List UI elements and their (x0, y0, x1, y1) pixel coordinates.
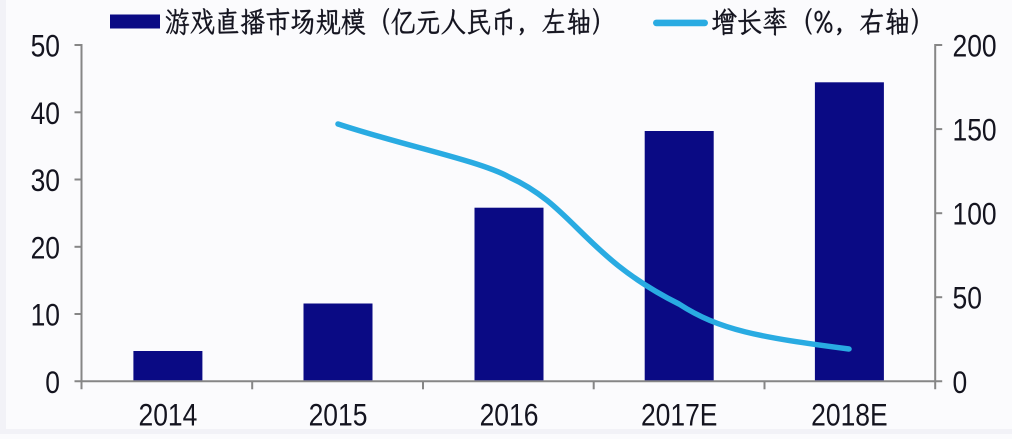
svg-text:2014: 2014 (138, 398, 197, 433)
svg-text:150: 150 (953, 114, 997, 149)
svg-text:0: 0 (953, 366, 968, 401)
svg-text:30: 30 (31, 164, 60, 199)
svg-text:20: 20 (31, 231, 60, 266)
svg-text:0: 0 (45, 366, 60, 401)
svg-text:40: 40 (31, 97, 60, 132)
svg-text:2015: 2015 (309, 398, 368, 433)
svg-text:50: 50 (31, 29, 60, 64)
svg-text:100: 100 (953, 198, 997, 233)
svg-text:2018E: 2018E (811, 398, 887, 433)
svg-text:200: 200 (953, 29, 997, 64)
svg-text:10: 10 (31, 298, 60, 333)
svg-text:50: 50 (953, 282, 982, 317)
svg-text:2017E: 2017E (641, 398, 717, 433)
svg-text:2016: 2016 (480, 398, 539, 433)
